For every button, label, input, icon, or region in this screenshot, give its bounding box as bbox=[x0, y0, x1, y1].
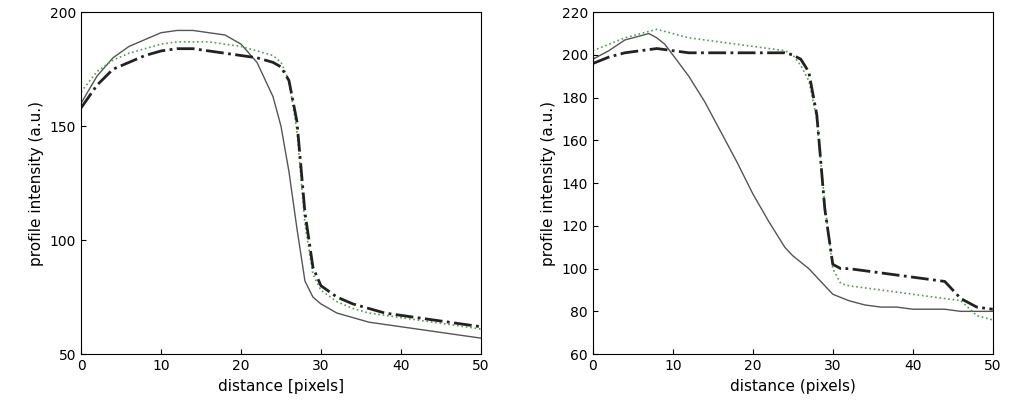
Y-axis label: profile intensity (a.u.): profile intensity (a.u.) bbox=[29, 101, 45, 266]
X-axis label: distance (pixels): distance (pixels) bbox=[730, 379, 856, 394]
X-axis label: distance [pixels]: distance [pixels] bbox=[218, 379, 344, 394]
Y-axis label: profile intensity (a.u.): profile intensity (a.u.) bbox=[541, 101, 556, 266]
